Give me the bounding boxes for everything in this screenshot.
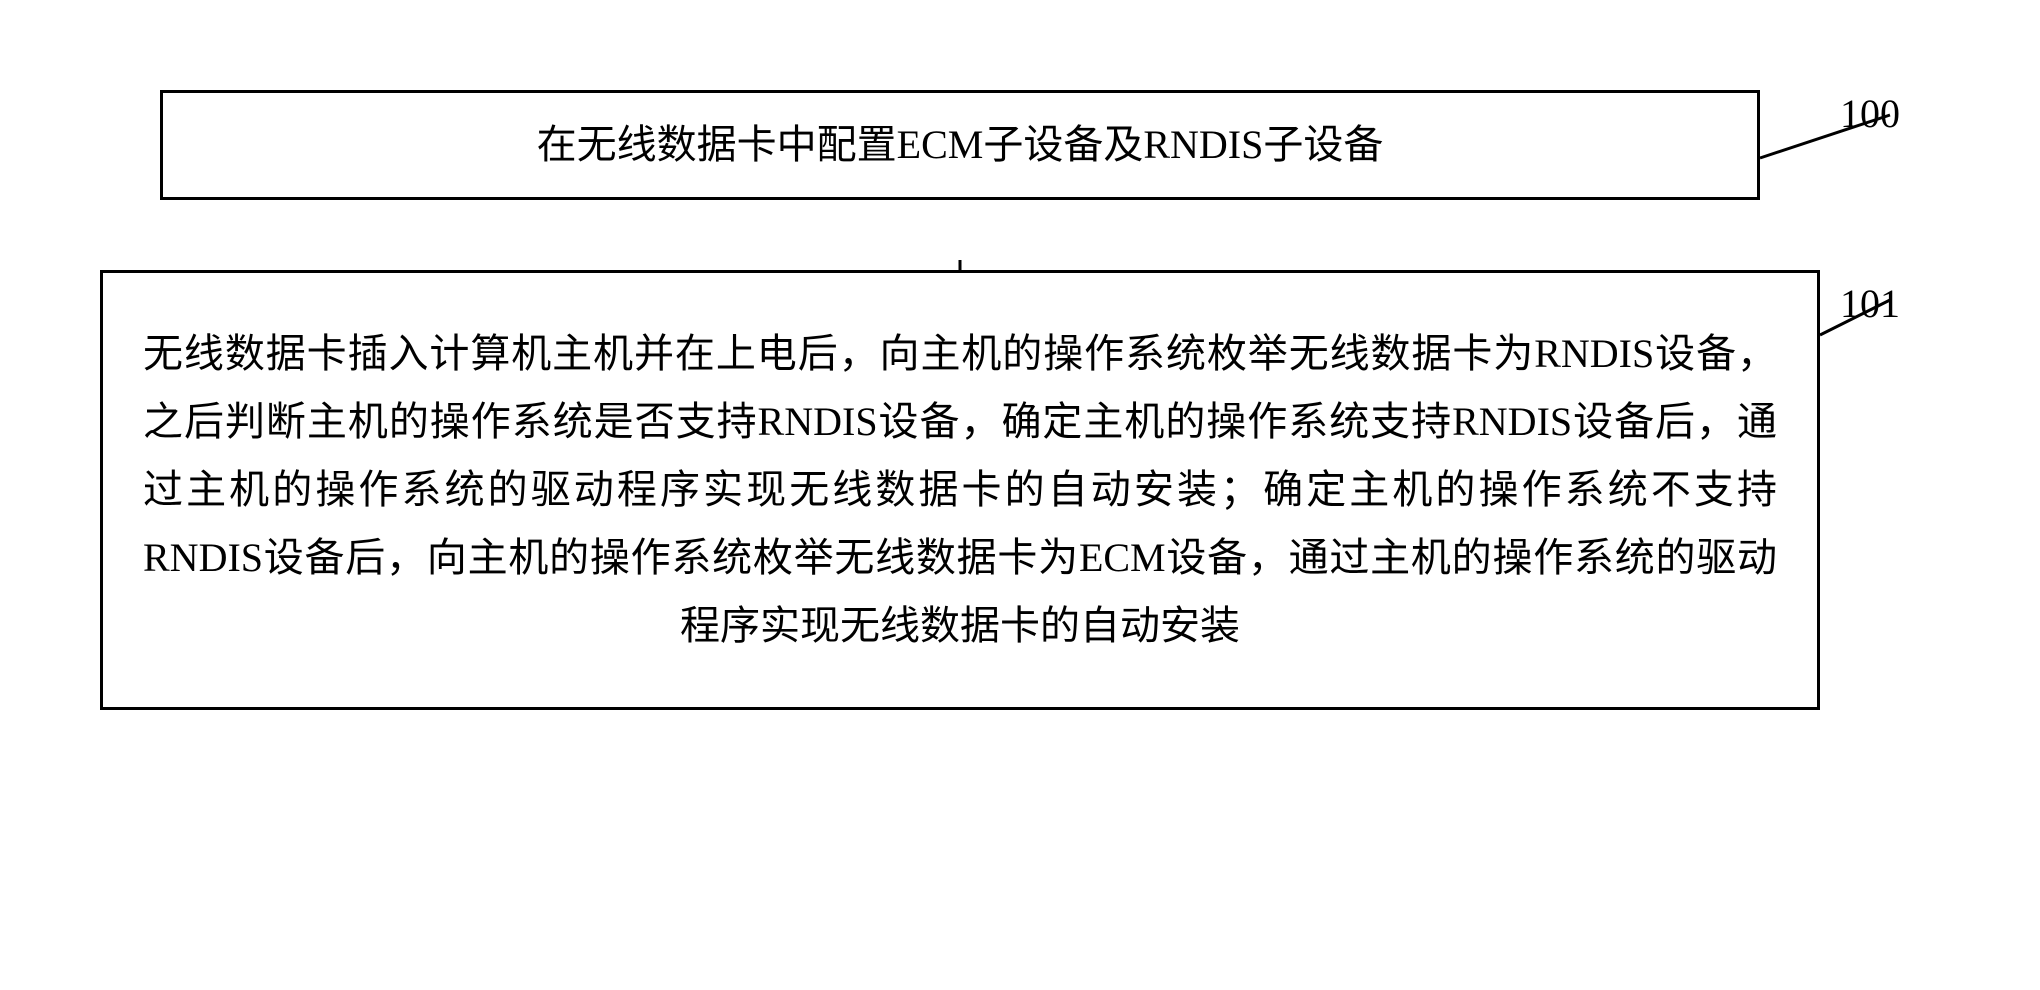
step-101-text: 无线数据卡插入计算机主机并在上电后，向主机的操作系统枚举无线数据卡为RNDIS设…: [143, 320, 1777, 660]
flowchart-diagram: 100 在无线数据卡中配置ECM子设备及RNDIS子设备 101 无线数据卡插入…: [40, 90, 2000, 710]
step-label-100: 100: [1840, 90, 1900, 137]
step-100-text: 在无线数据卡中配置ECM子设备及RNDIS子设备: [193, 111, 1727, 179]
step-label-101: 101: [1840, 280, 1900, 327]
step-box-100: 在无线数据卡中配置ECM子设备及RNDIS子设备: [160, 90, 1760, 200]
step-box-101: 无线数据卡插入计算机主机并在上电后，向主机的操作系统枚举无线数据卡为RNDIS设…: [100, 270, 1820, 710]
